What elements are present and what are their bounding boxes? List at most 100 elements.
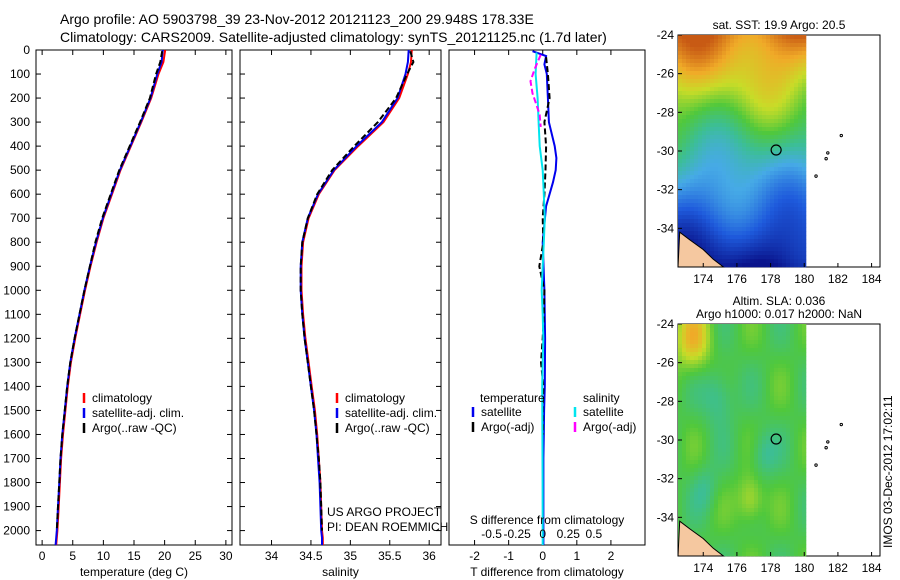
map-cell [734,420,739,425]
map-cell [686,199,691,204]
map-cell [790,324,795,329]
map-cell [690,187,695,192]
map-cell [750,352,755,357]
legend-label: Argo(-adj) [481,420,534,434]
map-cell [750,231,755,236]
map-cell [694,436,699,441]
map-cell [802,384,807,389]
map-cell [770,255,775,260]
map-cell [702,91,707,96]
map-cell [738,247,743,252]
map-cell [802,43,807,48]
map-cell [702,119,707,124]
map-cell [706,127,711,132]
map-cell [706,67,711,72]
map-cell [758,211,763,216]
map-cell [702,504,707,509]
map-cell [702,424,707,429]
map-cell [766,171,771,176]
map-cell [778,243,783,248]
map-cell [774,476,779,481]
map-cell [678,211,683,216]
map-cell [750,552,755,557]
map-cell [738,540,743,545]
map-cell [774,159,779,164]
map-cell [678,440,683,445]
map-cell [694,67,699,72]
map-cell [802,71,807,76]
map-cell [758,468,763,473]
map-cell [690,380,695,385]
map-cell [706,143,711,148]
map-cell [722,472,727,477]
map-cell [770,492,775,497]
map-cell [706,508,711,513]
map-cell [794,115,799,120]
map-cell [774,35,779,40]
map-cell [698,199,703,204]
map-cell [686,175,691,180]
map-cell [706,484,711,489]
map-cell [750,127,755,132]
map-cell [706,51,711,56]
map-cell [686,376,691,381]
map-cell [698,79,703,84]
map-cell [738,47,743,52]
map-cell [798,139,803,144]
map-cell [730,336,735,341]
map-cell [686,324,691,329]
map-cell [718,420,723,425]
map-cell [758,103,763,108]
map-cell [798,95,803,100]
map-cell [686,39,691,44]
map-cell [706,119,711,124]
map-cell [790,223,795,228]
map-cell [754,143,759,148]
map-cell [726,332,731,337]
map-cell [770,348,775,353]
map-cell [750,360,755,365]
map-cell [790,247,795,252]
map-cell [734,39,739,44]
map-cell [786,400,791,405]
map-cell [714,147,719,152]
map-cell [722,227,727,232]
map-cell [714,364,719,369]
map-cell [730,107,735,112]
map-cell [770,428,775,433]
map-cell [782,484,787,489]
map-cell [766,43,771,48]
map-cell [790,332,795,337]
map-cell [762,516,767,521]
map-cell [682,115,687,120]
map-cell [750,448,755,453]
map-cell [758,47,763,52]
map-cell [718,324,723,329]
map-cell [754,83,759,88]
map-cell [758,115,763,120]
map-cell [746,131,751,136]
map-cell [706,35,711,40]
map-cell [678,195,683,200]
map-cell [702,420,707,425]
map-cell [726,163,731,168]
map-cell [718,360,723,365]
map-cell [786,203,791,208]
map-cell [694,123,699,128]
map-cell [730,259,735,264]
map-cell [690,416,695,421]
map-cell [762,171,767,176]
map-cell [758,536,763,541]
map-cell [742,51,747,56]
map-cell [706,536,711,541]
map-cell [698,239,703,244]
map-cell [730,231,735,236]
map-cell [758,332,763,337]
map-cell [726,171,731,176]
map-cell [762,59,767,64]
map-cell [758,159,763,164]
map-cell [694,167,699,172]
map-cell [678,183,683,188]
map-cell [742,540,747,545]
map-cell [702,231,707,236]
